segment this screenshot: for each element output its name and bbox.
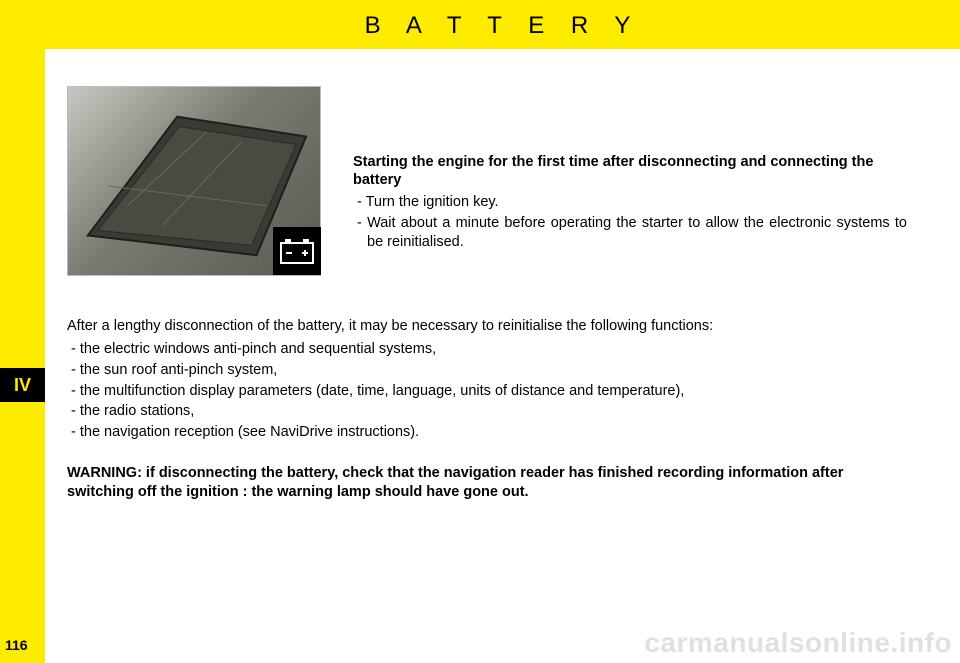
lower-bullet: - the sun roof anti-pinch system,: [67, 361, 907, 380]
right-heading: Starting the engine for the ﬁrst time af…: [353, 153, 907, 189]
section-tab: IV: [0, 368, 45, 402]
page-number: 116: [5, 637, 28, 653]
warning-text: WARNING: if disconnecting the battery, c…: [67, 464, 907, 502]
lower-bullet: - the electric windows anti-pinch and se…: [67, 340, 907, 359]
lower-bullet: - the radio stations,: [67, 402, 907, 421]
right-bullet: - Wait about a minute before operating t…: [353, 214, 907, 252]
left-yellow-strip: [0, 0, 45, 663]
header-bar: B A T T E R Y: [45, 0, 960, 49]
lower-bullet: - the navigation reception (see NaviDriv…: [67, 423, 907, 442]
page-title: B A T T E R Y: [45, 0, 960, 40]
right-text-block: Starting the engine for the ﬁrst time af…: [353, 153, 907, 254]
lower-intro: After a lengthy disconnection of the bat…: [67, 317, 907, 336]
watermark: carmanualsonline.info: [644, 627, 952, 659]
battery-icon-box: [273, 227, 321, 275]
lower-bullet: - the multifunction display parameters (…: [67, 382, 907, 401]
battery-icon: [279, 237, 315, 265]
lower-text-block: After a lengthy disconnection of the bat…: [67, 317, 907, 502]
right-bullet: - Turn the ignition key.: [353, 193, 907, 212]
